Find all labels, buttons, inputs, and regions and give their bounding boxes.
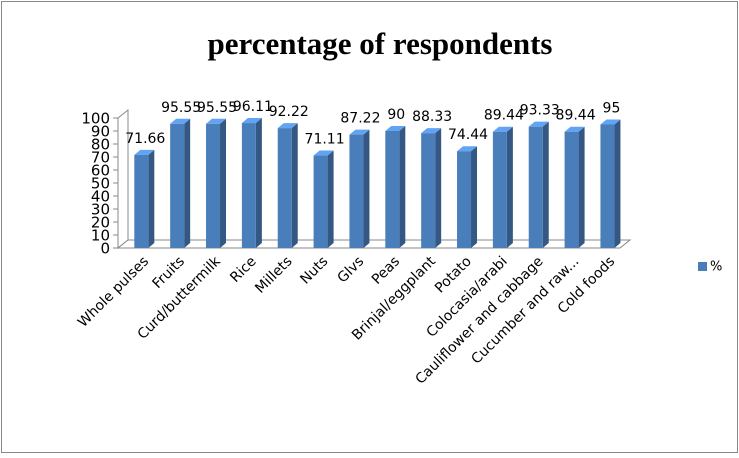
value-label: 95 [603, 101, 621, 117]
bar-top [349, 129, 370, 135]
value-label: 95.55 [197, 100, 237, 116]
y-tick-label: 0 [100, 240, 110, 258]
back-wall [128, 110, 630, 240]
y-tick-label: 30 [91, 201, 110, 219]
bar-side [435, 128, 442, 248]
bar-top [385, 126, 406, 131]
bar-top [421, 128, 442, 134]
bar-side [399, 126, 406, 248]
bar [241, 123, 256, 248]
bar-side [506, 126, 513, 248]
y-tick-label: 10 [91, 227, 110, 245]
bar [134, 154, 149, 248]
value-label: 90 [387, 107, 405, 123]
bar [492, 131, 507, 248]
y-tick-label: 100 [81, 110, 110, 128]
bar-top [457, 146, 478, 152]
bar-top [564, 126, 585, 132]
bar-top [528, 121, 549, 127]
bar-side [578, 126, 585, 248]
bar-top [313, 150, 334, 156]
bar-side [255, 118, 262, 248]
bar-side [148, 149, 155, 248]
value-label: 96.11 [233, 99, 273, 115]
bar-side [471, 146, 478, 248]
bar-top [170, 118, 191, 124]
bar [457, 151, 472, 248]
bar-side [542, 121, 549, 248]
bar-side [327, 150, 334, 248]
bar [206, 123, 221, 248]
y-tick-label: 90 [91, 123, 110, 141]
value-label: 87.22 [340, 111, 380, 127]
value-label: 89.44 [556, 108, 596, 124]
bar-top [492, 126, 513, 132]
y-tick-label: 70 [91, 149, 110, 167]
bar [349, 134, 364, 248]
bar-top [134, 149, 155, 155]
y-tick-label: 40 [91, 188, 110, 206]
bar [385, 131, 400, 248]
floor [116, 239, 632, 249]
bar-side [363, 129, 370, 248]
bar-side [614, 119, 621, 248]
value-label: 95.55 [161, 100, 201, 116]
bar-top [277, 123, 298, 129]
bar [528, 126, 543, 248]
value-label: 88.33 [412, 109, 452, 125]
bar [313, 155, 328, 248]
y-tick-label: 60 [91, 162, 110, 180]
y-tick-label: 50 [91, 175, 110, 193]
value-label: 92.22 [269, 104, 309, 120]
bar-side [184, 118, 191, 248]
bar-top [206, 118, 227, 124]
bar-top [241, 118, 262, 124]
bar-top [600, 119, 621, 125]
bar [600, 124, 615, 248]
value-label: 71.66 [125, 131, 165, 147]
value-label: 71.11 [305, 132, 345, 148]
value-label: 93.33 [520, 103, 560, 119]
value-label: 89.44 [484, 108, 524, 124]
bar [170, 123, 185, 248]
y-tick-label: 20 [91, 214, 110, 232]
bar-side [291, 123, 298, 248]
bar-side [220, 118, 227, 248]
bar [421, 133, 436, 248]
bar [564, 131, 579, 248]
legend-swatch [698, 262, 707, 271]
legend-label: % [710, 260, 722, 275]
y-tick-label: 80 [91, 136, 110, 154]
value-label: 74.44 [448, 127, 488, 143]
bar [277, 128, 292, 248]
chart-title: percentage of respondents [208, 26, 553, 61]
